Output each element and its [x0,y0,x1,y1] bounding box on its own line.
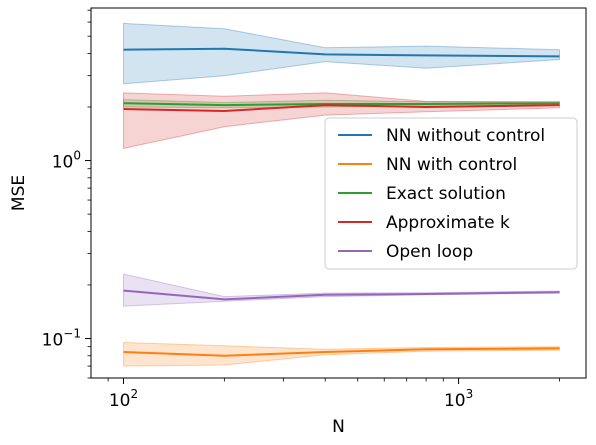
line-series-2 [123,102,560,107]
legend-label-0: NN without control [386,126,545,146]
line-series-0 [123,47,560,58]
legend: NN without control NN with control Exact s… [324,117,578,270]
x-tick-label-0: 102 [109,387,138,411]
line-series-3 [123,104,560,113]
legend-label-3: Approximate k [386,213,510,233]
legend-label-1: NN with control [386,155,517,175]
legend-box [324,117,578,270]
legend-label-4: Open loop [386,242,473,262]
series-lines [123,47,560,357]
plot-frame [90,7,587,379]
legend-label-2: Exact solution [386,184,506,204]
x-axis-label: N [332,417,345,437]
y-axis-label: MSE [9,175,29,211]
line-series-1 [123,347,560,357]
line-series-4 [123,289,560,301]
